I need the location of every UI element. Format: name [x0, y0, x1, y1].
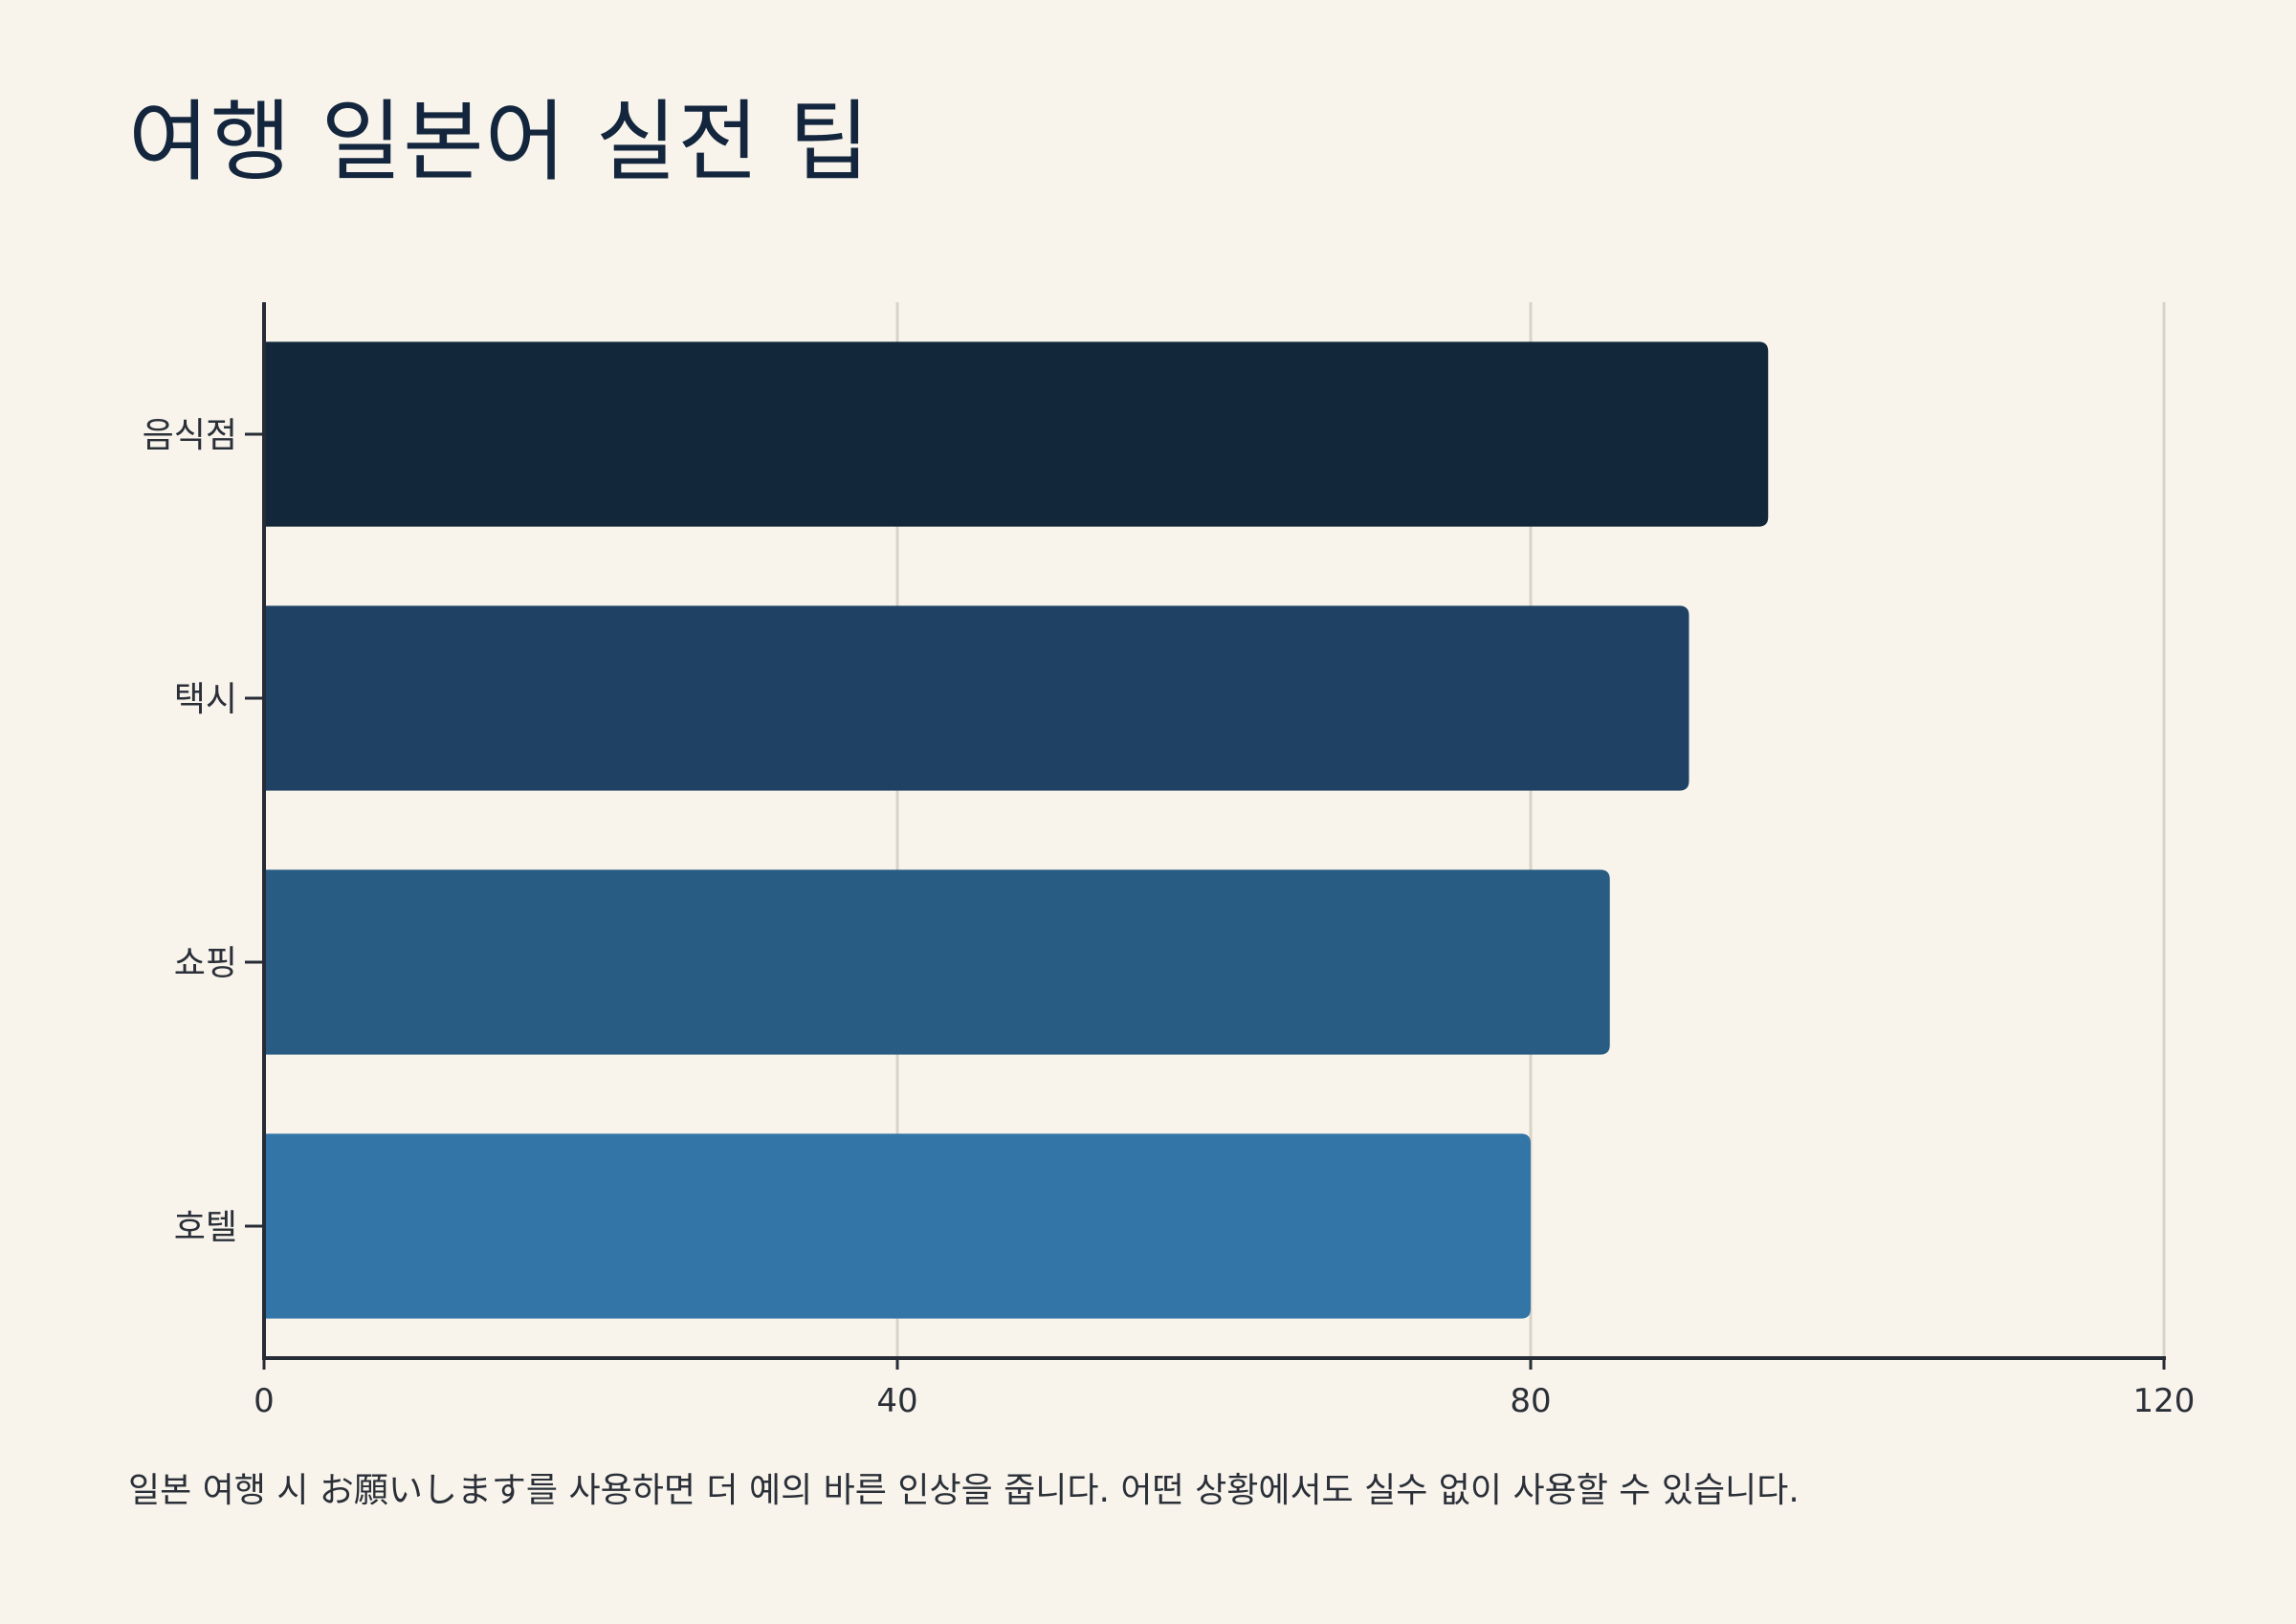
x-tick-label: 80 — [1510, 1382, 1551, 1420]
x-tick-label: 120 — [2133, 1382, 2196, 1420]
chart-title: 여행 일본어 실전 팁 — [128, 91, 871, 193]
category-label: 쇼핑 — [174, 944, 237, 983]
bars — [264, 341, 1769, 1319]
chart-caption: 일본 여행 시 お願いします를 사용하면 더 예의 바른 인상을 줍니다. 어떤… — [128, 1471, 1799, 1510]
category-label: 음식점 — [143, 416, 237, 455]
category-label: 택시 — [174, 680, 237, 719]
x-tick-label: 0 — [254, 1382, 275, 1420]
bar-2 — [264, 869, 1610, 1055]
axes — [245, 302, 2166, 1370]
category-label: 호텔 — [174, 1208, 237, 1247]
x-tick-label: 40 — [876, 1382, 917, 1420]
bar-3 — [264, 1133, 1531, 1319]
bar-0 — [264, 341, 1769, 527]
bar-1 — [264, 605, 1689, 791]
